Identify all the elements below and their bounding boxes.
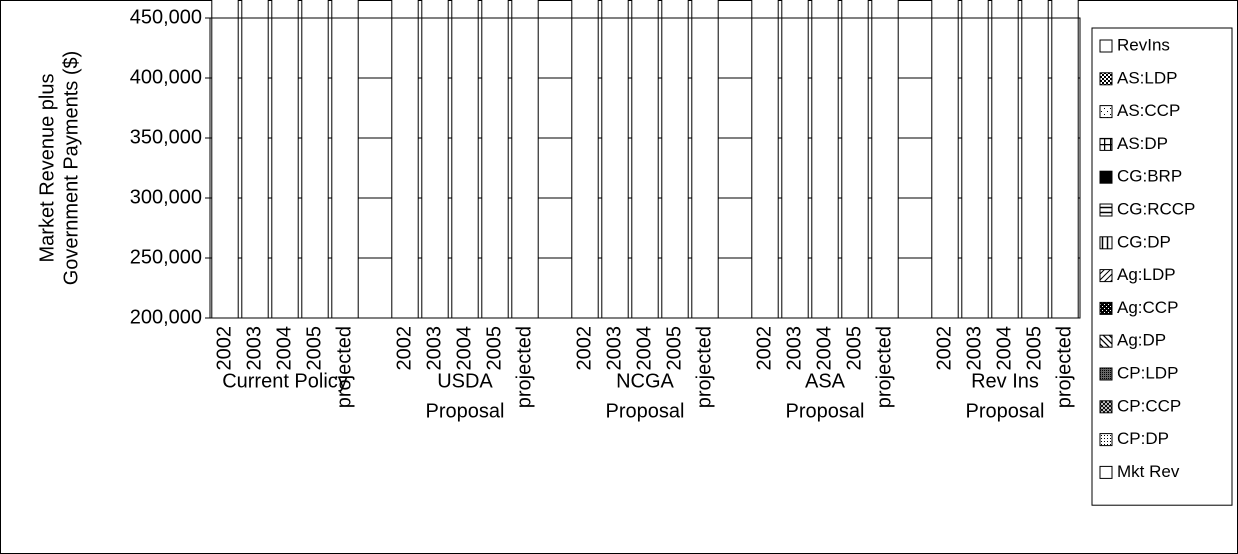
- bar-segment: [271, 0, 299, 319]
- x-tick-label: 2002: [393, 326, 415, 371]
- bar-segment: [301, 0, 329, 319]
- group-label: NCGA: [616, 370, 674, 392]
- legend-swatch: [1099, 367, 1113, 381]
- legend-swatch: [1099, 39, 1113, 53]
- bar-segment: [751, 0, 779, 319]
- x-tick-label: 2004: [453, 326, 475, 371]
- bar-segment: [241, 0, 269, 319]
- bar-segment: [601, 0, 629, 319]
- bar-segment: [511, 0, 539, 319]
- legend-label: AS:DP: [1117, 134, 1168, 153]
- x-tick-label: projected: [1053, 326, 1075, 408]
- x-tick-label: projected: [693, 326, 715, 408]
- bar-segment: [631, 0, 659, 319]
- bar-segment: [931, 0, 959, 319]
- legend-label: CP:DP: [1117, 429, 1169, 448]
- x-tick-label: projected: [333, 326, 355, 408]
- legend-label: Ag:DP: [1117, 331, 1166, 350]
- bar-segment: [211, 0, 239, 319]
- x-tick-label: projected: [513, 326, 535, 408]
- group-label: USDA: [437, 370, 493, 392]
- legend-swatch: [1099, 334, 1113, 348]
- y-tick-label: 200,000: [130, 306, 202, 328]
- group-label: Proposal: [966, 400, 1045, 422]
- y-tick-label: 350,000: [130, 126, 202, 148]
- x-tick-label: 2005: [843, 326, 865, 371]
- legend-swatch: [1099, 72, 1113, 86]
- legend-label: Ag:LDP: [1117, 265, 1176, 284]
- legend-swatch: [1099, 301, 1113, 315]
- bar-segment: [661, 0, 689, 319]
- legend-label: CG:BRP: [1117, 167, 1182, 186]
- legend-label: Mkt Rev: [1117, 462, 1180, 481]
- x-tick-label: 2002: [573, 326, 595, 371]
- group-label: Current Policy: [222, 370, 348, 392]
- legend-label: Ag:CCP: [1117, 298, 1178, 317]
- group-label: Proposal: [606, 400, 685, 422]
- bar-segment: [571, 0, 599, 319]
- legend-label: CP:CCP: [1117, 396, 1181, 415]
- bar-segment: [871, 0, 899, 319]
- legend-label: CG:DP: [1117, 232, 1171, 251]
- legend-label: CP:LDP: [1117, 363, 1178, 382]
- legend-label: RevIns: [1117, 35, 1170, 54]
- legend: [1091, 27, 1233, 506]
- bar-segment: [421, 0, 449, 319]
- legend-swatch: [1099, 105, 1113, 119]
- bar-segment: [451, 0, 479, 319]
- legend-swatch: [1099, 203, 1113, 217]
- x-tick-label: 2004: [273, 326, 295, 371]
- x-tick-label: 2003: [603, 326, 625, 371]
- legend-label: CG:RCCP: [1117, 199, 1195, 218]
- x-tick-label: 2002: [213, 326, 235, 371]
- y-tick-label: 400,000: [130, 66, 202, 88]
- bar-segment: [691, 0, 719, 319]
- legend-label: AS:LDP: [1117, 68, 1177, 87]
- x-tick-label: 2004: [993, 326, 1015, 371]
- bar-segment: [481, 0, 509, 319]
- legend-label: AS:CCP: [1117, 101, 1180, 120]
- x-tick-label: 2005: [303, 326, 325, 371]
- group-label: Rev Ins: [971, 370, 1039, 392]
- legend-swatch: [1099, 400, 1113, 414]
- x-tick-label: 2002: [933, 326, 955, 371]
- y-tick-label: 300,000: [130, 186, 202, 208]
- bar-segment: [1021, 0, 1049, 319]
- bar-segment: [811, 0, 839, 319]
- bar-segment: [841, 0, 869, 319]
- legend-swatch: [1099, 137, 1113, 151]
- x-tick-label: 2004: [633, 326, 655, 371]
- x-tick-label: 2005: [483, 326, 505, 371]
- x-tick-label: 2002: [753, 326, 775, 371]
- y-axis-title: Government Payments ($): [60, 51, 82, 286]
- x-tick-label: 2005: [1023, 326, 1045, 371]
- bar-segment: [991, 0, 1019, 319]
- bar-segment: [781, 0, 809, 319]
- x-tick-label: 2003: [243, 326, 265, 371]
- bar-segment: [391, 0, 419, 319]
- y-tick-label: 450,000: [130, 6, 202, 28]
- group-label: Proposal: [786, 400, 865, 422]
- x-tick-label: 2004: [813, 326, 835, 371]
- x-tick-label: 2003: [783, 326, 805, 371]
- legend-swatch: [1099, 269, 1113, 283]
- x-tick-label: projected: [873, 326, 895, 408]
- bar-segment: [961, 0, 989, 319]
- legend-swatch: [1099, 236, 1113, 250]
- x-tick-label: 2003: [963, 326, 985, 371]
- group-label: Proposal: [426, 400, 505, 422]
- x-tick-label: 2005: [663, 326, 685, 371]
- legend-swatch: [1099, 170, 1113, 184]
- group-label: ASA: [805, 370, 846, 392]
- legend-swatch: [1099, 465, 1113, 479]
- y-tick-label: 250,000: [130, 246, 202, 268]
- y-axis-title: Market Revenue plus: [36, 74, 58, 263]
- bar-segment: [331, 0, 359, 319]
- plot-border: [209, 17, 1081, 319]
- legend-swatch: [1099, 433, 1113, 447]
- x-tick-label: 2003: [423, 326, 445, 371]
- bar-segment: [1051, 0, 1079, 319]
